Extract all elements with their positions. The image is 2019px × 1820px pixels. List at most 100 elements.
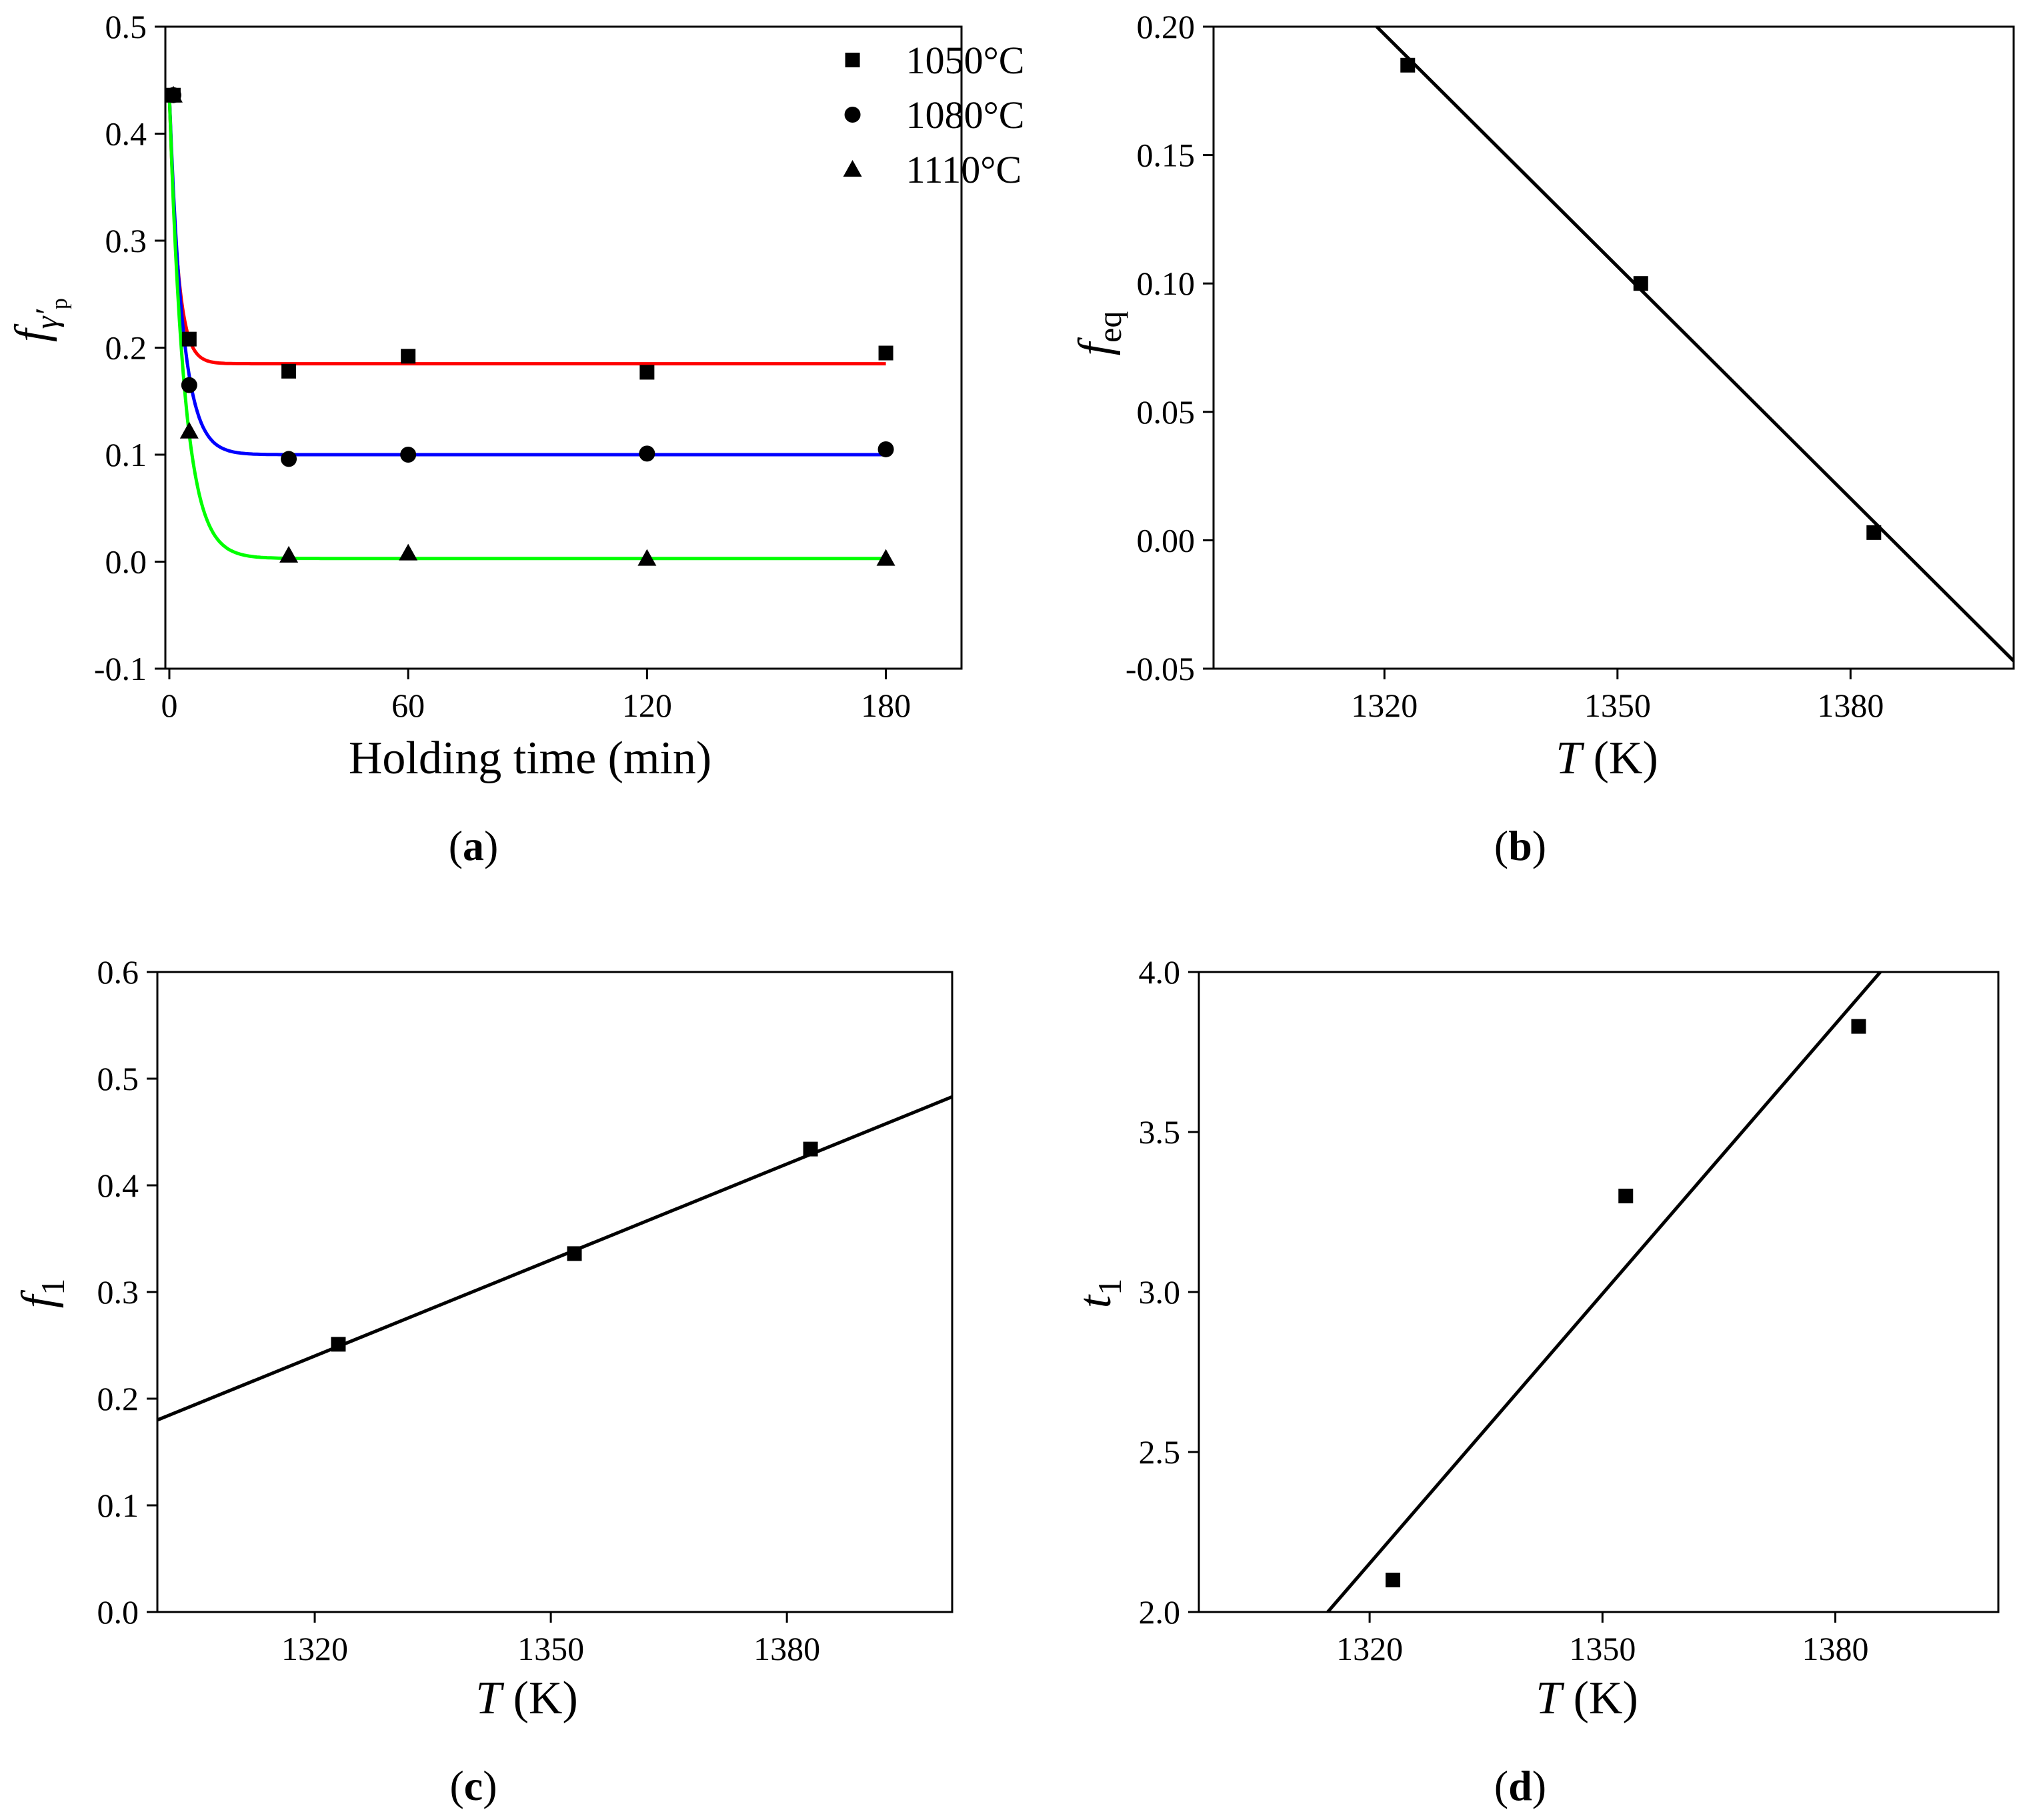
data-point [803, 1141, 818, 1157]
x-tick-label: 60 [391, 687, 425, 724]
y-tick-label: 0.6 [97, 953, 139, 991]
y-tick-label: 0.20 [1137, 8, 1196, 45]
x-tick-label: 0 [161, 687, 177, 724]
legend-marker-1080°C [844, 107, 861, 123]
fit-curve-1050°C [167, 95, 886, 366]
legend-marker-1110°C [843, 160, 862, 177]
panel-a-caption: (a) [449, 822, 499, 869]
panel-c-caption: (c) [449, 1762, 497, 1809]
panel-d: T (K) t1 (d) 1320 1350 1380 2.0 2.5 3.0 3.5 4.0 [1070, 953, 2000, 1809]
panel-c: T (K) f1 (c) 1320 1350 1380 0.0 0.1 0.2 0.3 0.4… [13, 953, 953, 1809]
y-tick-label: -0.05 [1126, 650, 1195, 687]
x-tick-label: 1350 [517, 1630, 584, 1667]
data-point-1110°C [179, 421, 199, 439]
data-point-1080°C [639, 445, 655, 462]
data-point-1050°C [181, 331, 197, 347]
x-tick-label: 1380 [1817, 687, 1884, 724]
data-point [567, 1246, 582, 1261]
y-tick-label: 0.0 [97, 1593, 139, 1631]
data-point-1080°C [281, 451, 297, 467]
data-point-1080°C [181, 377, 197, 393]
panel-d-x-axis-label: T (K) [1536, 1673, 1638, 1724]
data-point [1400, 57, 1416, 73]
y-tick-label: 0.5 [97, 1060, 139, 1097]
fit-line [157, 1095, 952, 1422]
data-point-1110°C [637, 549, 657, 566]
panel-a-y-axis-label: fγ′p [6, 298, 72, 342]
plot-area [157, 1095, 952, 1422]
plot-frame [1198, 971, 2000, 1613]
data-point [1633, 276, 1648, 291]
y-tick-label: 0.5 [105, 8, 147, 45]
data-point [331, 1337, 346, 1352]
fit-curve-1110°C [167, 95, 886, 561]
plot-area [1326, 972, 1882, 1612]
y-tick-label: 2.5 [1139, 1433, 1181, 1471]
x-tick-label: 120 [622, 687, 672, 724]
y-tick-label: 0.1 [97, 1487, 139, 1524]
data-point [1618, 1189, 1634, 1203]
y-tick-label: 2.0 [1139, 1593, 1181, 1631]
data-point-1080°C [400, 447, 417, 463]
y-tick-label: 3.5 [1139, 1113, 1181, 1151]
data-point [1866, 525, 1882, 540]
y-tick-label: 0.3 [105, 222, 147, 259]
fit-line [1375, 27, 2014, 663]
y-tick-label: 0.00 [1137, 521, 1196, 559]
x-tick-label: 1320 [281, 1630, 348, 1667]
data-point-1110°C [165, 85, 183, 103]
y-tick-label: 0.15 [1137, 137, 1196, 174]
x-tick-label: 1320 [1351, 687, 1418, 724]
data-point-1050°C [401, 349, 416, 364]
x-tick-label: 1380 [1802, 1630, 1869, 1667]
legend-marker-1050°C [845, 53, 860, 67]
panel-b-x-axis-label: T (K) [1556, 733, 1658, 784]
plot-area [165, 85, 895, 566]
y-tick-label: 0.10 [1137, 265, 1196, 302]
x-tick-label: 1350 [1584, 687, 1651, 724]
panel-b: T (K) feq (b) 1320 1350 1380 -0.05 0.00 0.05 0… [1070, 8, 2015, 869]
panel-b-y-axis-label: feq [1070, 311, 1128, 356]
y-tick-label: 0.2 [97, 1380, 139, 1417]
x-tick-label: 1320 [1336, 1630, 1403, 1667]
legend-label: 1110°C [906, 148, 1022, 191]
panel-d-caption: (d) [1494, 1762, 1546, 1809]
data-point-1050°C [639, 365, 655, 380]
y-tick-label: 0.1 [105, 436, 147, 473]
y-tick-label: 4.0 [1139, 953, 1181, 991]
y-tick-label: 0.4 [97, 1167, 139, 1204]
panel-c-x-axis-label: T (K) [475, 1673, 578, 1724]
plot-frame [1212, 25, 2015, 670]
data-point-1050°C [878, 345, 893, 361]
y-tick-label: 0.2 [105, 329, 147, 367]
data-point [1386, 1573, 1401, 1587]
data-point-1050°C [281, 363, 297, 379]
y-tick-label: 0.05 [1137, 393, 1196, 431]
data-point-1080°C [877, 441, 894, 457]
data-point-1110°C [876, 549, 895, 566]
data-point-1110°C [279, 545, 299, 563]
y-tick-label: 3.0 [1139, 1273, 1181, 1311]
x-tick-label: 1380 [753, 1630, 820, 1667]
plot-area [1375, 27, 2014, 663]
fit-line [1326, 972, 1882, 1612]
panel-b-caption: (b) [1494, 822, 1546, 869]
y-tick-label: 0.0 [105, 543, 147, 581]
y-tick-label: 0.3 [97, 1273, 139, 1311]
x-tick-label: 1350 [1569, 1630, 1636, 1667]
panel-d-y-axis-label: t1 [1070, 1279, 1128, 1308]
y-tick-label: -0.1 [94, 650, 147, 687]
panel-c-y-axis-label: f1 [13, 1279, 71, 1308]
plot-frame [156, 971, 953, 1613]
x-tick-label: 180 [861, 687, 911, 724]
panel-a-x-axis-label: Holding time (min) [349, 733, 711, 784]
plot-frame [164, 25, 963, 670]
panel-a: Holding time (min) fγ′p (a) 0 60 120 180 -0.… [6, 8, 1024, 869]
fit-curve-1080°C [167, 95, 886, 457]
data-point [1851, 1019, 1866, 1034]
data-point-1110°C [399, 543, 418, 561]
legend-label: 1080°C [906, 93, 1025, 137]
legend-label: 1050°C [906, 39, 1025, 82]
y-tick-label: 0.4 [105, 115, 147, 153]
